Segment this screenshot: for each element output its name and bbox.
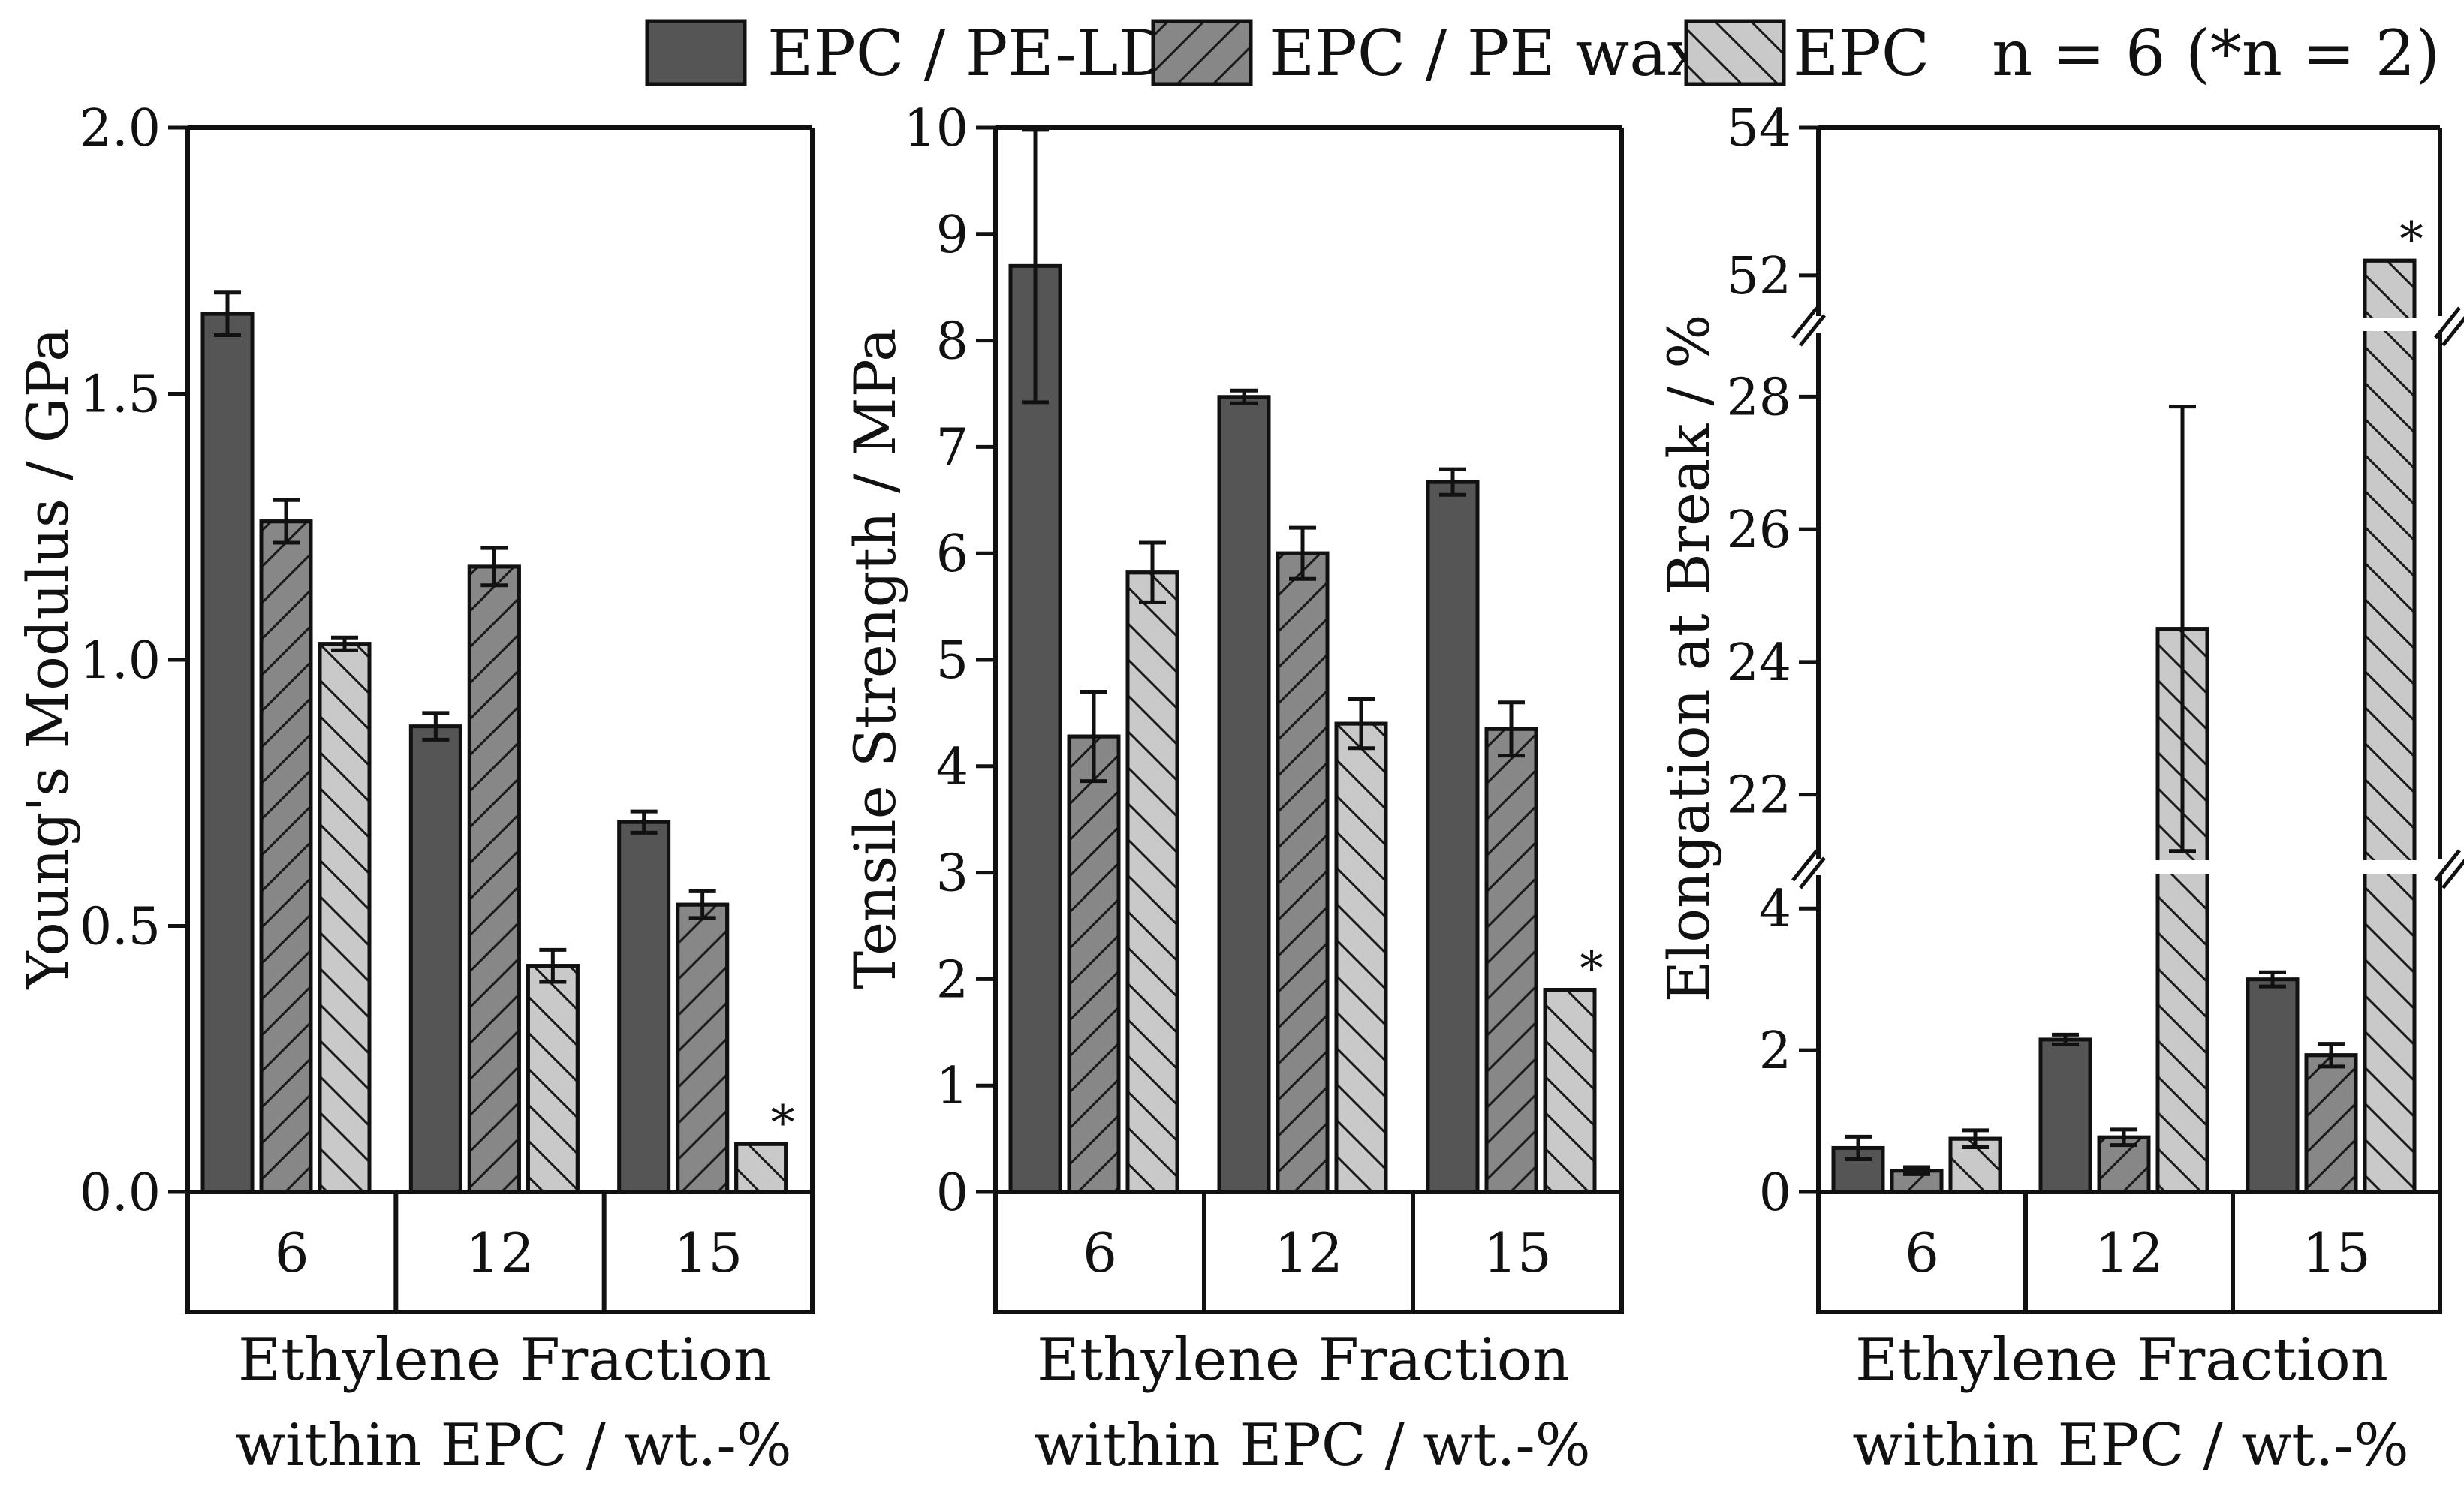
- elongation-axis-break-mark-left-b-lower: [1799, 856, 1826, 889]
- youngs-modulus-panel: Young's Modulus / GPa Ethylene Fraction …: [14, 99, 815, 1479]
- tensile-strength-bar-epc-pe-wax-15-hatch: [1484, 727, 1538, 1194]
- youngs-modulus-bar-epc-15-hatch: [734, 1142, 788, 1194]
- tensile-strength-ytick-label-3: 3: [936, 844, 968, 904]
- legend-label-epc-pe-wax: EPC / PE wax: [1269, 17, 1703, 90]
- tensile-strength-annotation-0: *: [1580, 942, 1604, 998]
- elongation-ytick-label-2: 2: [1759, 1022, 1791, 1081]
- elongation-category-label-12: 12: [2095, 1221, 2164, 1284]
- elongation-axis-break-mark-left-b-upper: [1799, 314, 1826, 347]
- elongation-axis-break-mark-right-b-lower: [2441, 858, 2464, 889]
- tensile-strength-bar-epc-6-hatch: [1125, 570, 1179, 1194]
- elongation-bar-epc-15-break-gap-upper: [2360, 318, 2419, 331]
- elongation-ytick-label-54: 54: [1726, 99, 1791, 158]
- elongation-axis-break-mark-right-b-upper: [2441, 315, 2464, 347]
- elongation-ylabel: Elongation at Break / %: [1655, 315, 1722, 1003]
- youngs-modulus-bar-epc-pe-ld-12: [408, 724, 462, 1194]
- youngs-modulus-category-label-15: 15: [674, 1221, 743, 1284]
- tensile-strength-category-label-15: 15: [1483, 1221, 1552, 1284]
- tensile-strength-xlabel-line1: Ethylene Fraction: [1037, 1326, 1570, 1394]
- elongation-ytick-label-24: 24: [1726, 634, 1791, 693]
- elongation-xlabel-line2: within EPC / wt.-%: [1852, 1412, 2409, 1479]
- youngs-modulus-ytick-label-1.0: 1.0: [80, 631, 161, 691]
- tensile-strength-panel: Tensile Strength / MPa Ethylene Fraction…: [842, 99, 1624, 1479]
- elongation-ytick-label-26: 26: [1726, 501, 1791, 560]
- tensile-strength-bar-epc-pe-wax-12-hatch: [1276, 551, 1330, 1194]
- elongation-bar-epc-pe-ld-12: [2038, 1037, 2092, 1194]
- youngs-modulus-category-label-12: 12: [465, 1221, 535, 1284]
- elongation-axis-break-mark-right-a-upper: [2434, 306, 2461, 339]
- youngs-modulus-annotation-0: *: [771, 1096, 795, 1151]
- elongation-axis-break-mark-left-a-upper: [1791, 306, 1818, 339]
- youngs-modulus-bar-epc-6-hatch: [318, 642, 372, 1194]
- elongation-axis-break-mark-left-a-lower: [1791, 849, 1818, 882]
- elongation-ytick-label-0: 0: [1759, 1163, 1791, 1223]
- youngs-modulus-xlabel-line2: within EPC / wt.-%: [235, 1412, 792, 1479]
- tensile-strength-bar-epc-pe-ld-6: [1008, 263, 1062, 1194]
- elongation-panel: Elongation at Break / % Ethylene Fractio…: [1655, 99, 2464, 1479]
- elongation-category-label-15: 15: [2302, 1221, 2371, 1284]
- elongation-category-label-6: 6: [1905, 1221, 1939, 1284]
- elongation-ytick-label-22: 22: [1726, 766, 1791, 826]
- tensile-strength-ylabel: Tensile Strength / MPa: [842, 327, 908, 989]
- tensile-strength-ytick-label-4: 4: [936, 738, 968, 797]
- youngs-modulus-bar-epc-pe-ld-15: [617, 820, 671, 1194]
- elongation-ytick-label-28: 28: [1726, 368, 1791, 427]
- tensile-strength-bar-epc-pe-ld-15: [1426, 480, 1480, 1194]
- youngs-modulus-bar-epc-pe-ld-6: [200, 312, 255, 1194]
- tensile-strength-ytick-label-1: 1: [936, 1057, 968, 1116]
- youngs-modulus-category-label-6: 6: [275, 1221, 309, 1284]
- youngs-modulus-ytick-label-0.5: 0.5: [80, 898, 161, 957]
- youngs-modulus-ylabel: Young's Modulus / GPa: [14, 327, 81, 989]
- elongation-xlabel-line1: Ethylene Fraction: [1855, 1326, 2388, 1394]
- elongation-bar-epc-12-break-gap-lower: [2153, 860, 2212, 874]
- elongation-bar-epc-pe-wax-15-hatch: [2304, 1053, 2358, 1194]
- legend-label-epc: EPC: [1793, 17, 1929, 90]
- youngs-modulus-bar-epc-pe-wax-6-hatch: [259, 519, 313, 1194]
- youngs-modulus-bar-epc-pe-wax-15-hatch: [676, 902, 730, 1194]
- tensile-strength-ytick-label-2: 2: [936, 950, 968, 1010]
- tensile-strength-bar-epc-pe-wax-6-hatch: [1067, 734, 1121, 1194]
- tensile-strength-ytick-label-9: 9: [936, 206, 968, 265]
- tensile-strength-category-label-6: 6: [1083, 1221, 1117, 1284]
- elongation-annotation-0: *: [2399, 212, 2423, 268]
- tensile-strength-ytick-label-10: 10: [903, 99, 968, 158]
- youngs-modulus-ytick-label-2.0: 2.0: [80, 99, 161, 158]
- tensile-strength-bar-epc-12-hatch: [1334, 721, 1388, 1194]
- youngs-modulus-xlabel-line1: Ethylene Fraction: [238, 1326, 771, 1394]
- tensile-strength-ytick-label-8: 8: [936, 312, 968, 372]
- legend-item-epc-pe-wax: EPC / PE wax: [1151, 17, 1703, 90]
- elongation-ytick-label-4: 4: [1759, 880, 1791, 939]
- legend-swatch-epc-hatch: [1684, 19, 1786, 86]
- youngs-modulus-bar-epc-pe-wax-12-hatch: [467, 564, 521, 1194]
- legend-swatch-epc-pe-ld: [645, 19, 747, 86]
- youngs-modulus-ytick-label-0.0: 0.0: [80, 1163, 161, 1223]
- elongation-bar-epc-15-hatch: [2363, 258, 2417, 1194]
- elongation-bar-epc-15-break-gap-lower: [2360, 860, 2419, 874]
- legend: EPC / PE-LD EPC / PE wax EPC n = 6 (*n =…: [645, 17, 2440, 90]
- sample-size-note: n = 6 (*n = 2): [1992, 17, 2440, 90]
- elongation-ytick-label-52: 52: [1726, 247, 1791, 306]
- youngs-modulus-ytick-label-1.5: 1.5: [80, 366, 161, 425]
- tensile-strength-bar-epc-15-hatch: [1543, 988, 1597, 1194]
- legend-item-epc-pe-ld: EPC / PE-LD: [645, 17, 1169, 90]
- legend-item-epc: EPC: [1684, 17, 1929, 90]
- tensile-strength-xlabel-line2: within EPC / wt.-%: [1034, 1412, 1591, 1479]
- elongation-bar-epc-pe-ld-15: [2246, 977, 2300, 1194]
- tensile-strength-ytick-label-5: 5: [936, 631, 968, 691]
- tensile-strength-bar-epc-pe-ld-12: [1217, 395, 1271, 1194]
- tensile-strength-ytick-label-0: 0: [936, 1163, 968, 1223]
- youngs-modulus-bar-epc-12-hatch: [526, 964, 580, 1194]
- tensile-strength-ytick-label-7: 7: [936, 418, 968, 477]
- elongation-axis-break-mark-right-a-lower: [2434, 849, 2461, 882]
- tensile-strength-category-label-12: 12: [1274, 1221, 1343, 1284]
- tensile-strength-ytick-label-6: 6: [936, 525, 968, 584]
- legend-swatch-epc-pe-wax-hatch: [1151, 19, 1253, 86]
- legend-label-epc-pe-ld: EPC / PE-LD: [767, 17, 1169, 90]
